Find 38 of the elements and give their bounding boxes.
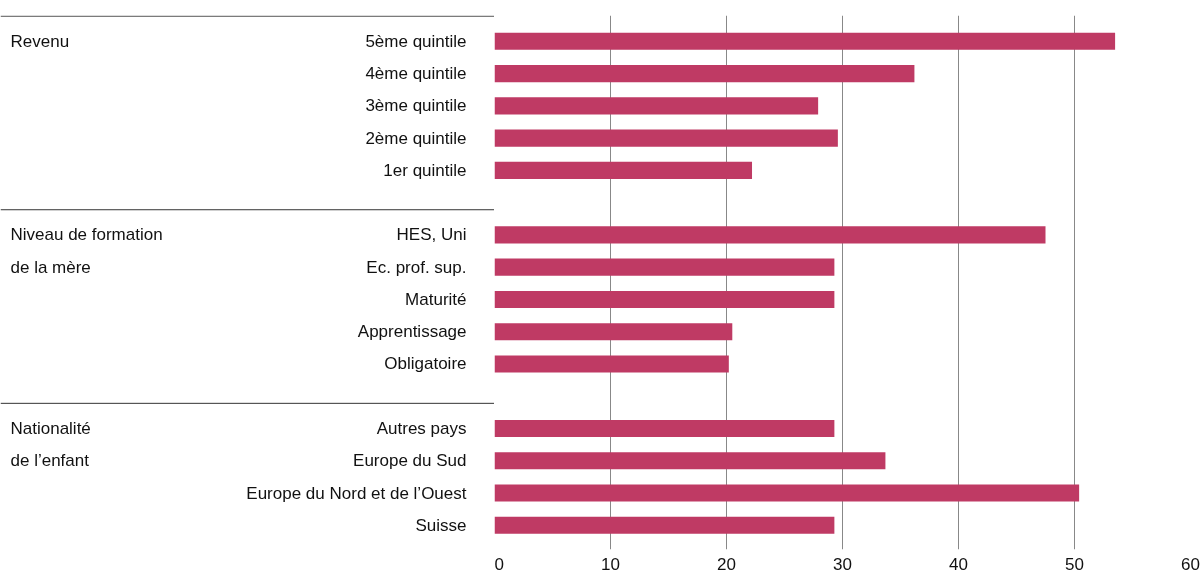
y-tick-label: Maturité (405, 289, 467, 309)
x-tick-label: 40 (949, 554, 968, 574)
x-tick-label: 0 (494, 554, 504, 574)
x-tick-label: 10 (601, 554, 620, 574)
bar (494, 290, 835, 308)
bar (494, 32, 1116, 50)
text: Revenu (10, 31, 70, 51)
bar (494, 161, 753, 179)
y-tick-label: Suisse (415, 515, 467, 535)
bar (494, 516, 835, 534)
y-tick-label: Europe du Nord et de l’Ouest (246, 483, 467, 503)
bar (494, 65, 915, 83)
y-tick-label: Autres pays (376, 419, 467, 438)
y-tick-label: Europe du Sud (353, 451, 467, 471)
bar (494, 226, 1046, 244)
y-tick-label: 1er quintile (383, 160, 467, 180)
bar (494, 419, 835, 438)
y-tick-label: Ec. prof. sup. (366, 257, 467, 277)
bar (494, 258, 835, 276)
bar (494, 129, 838, 147)
text: Nationalité de l’enfant (10, 419, 91, 471)
text: Niveau de formation de la mère (10, 225, 163, 277)
y-tick-label: HES, Uni (396, 225, 467, 245)
y-tick-label: 3ème quintile (365, 96, 467, 116)
bar (494, 355, 729, 373)
bar (494, 452, 886, 470)
y-tick-label: Obligatoire (384, 354, 467, 374)
x-tick-label: 60 (1181, 554, 1200, 574)
x-tick-label: 50 (1065, 554, 1084, 574)
x-tick-label: 20 (717, 554, 736, 574)
y-tick-label: 5ème quintile (365, 31, 467, 51)
bar (494, 484, 1080, 502)
y-tick-label: 2ème quintile (365, 128, 467, 148)
bar (494, 323, 733, 341)
x-tick-label: 30 (833, 554, 852, 574)
y-tick-label: Apprentissage (357, 322, 467, 342)
y-tick-label: 4ème quintile (365, 64, 467, 84)
bar (494, 97, 819, 115)
